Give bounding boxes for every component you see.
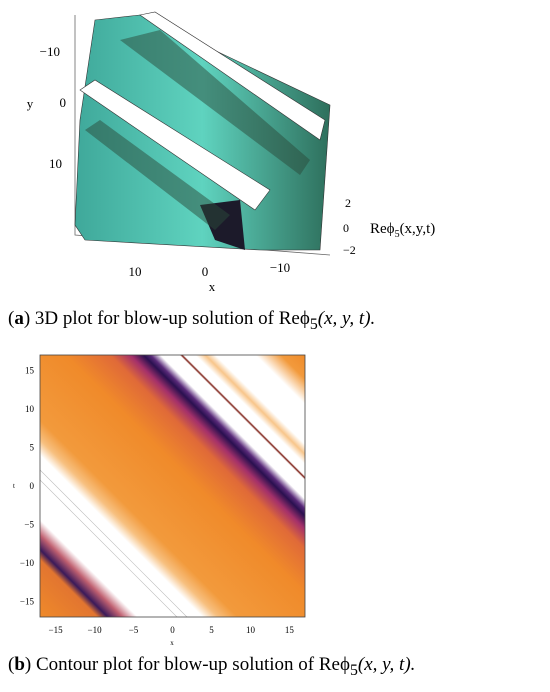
x-tick-label: −10	[270, 260, 290, 275]
x-tick-label: 10	[246, 625, 256, 635]
z-tick-label: 2	[345, 196, 351, 210]
y-tick-label: −5	[24, 520, 34, 530]
x-tick-label: 5	[209, 625, 214, 635]
x-tick-label: 10	[129, 264, 142, 279]
x-axis-label: x	[209, 279, 216, 294]
x-tick-label: 0	[202, 264, 209, 279]
x-tick-label: 15	[285, 625, 295, 635]
x-tick-label: −10	[88, 625, 103, 635]
x-tick-label: −15	[49, 625, 64, 635]
x-tick-label: 0	[170, 625, 175, 635]
x-tick-label: −5	[129, 625, 139, 635]
y-tick-label: −15	[20, 597, 35, 607]
z-tick-label: −2	[343, 243, 356, 257]
x-axis-label: x	[170, 639, 174, 647]
y-axis-label: y	[27, 96, 34, 111]
y-tick-label: 0	[30, 481, 35, 491]
surface-plot	[74, 11, 331, 256]
z-tick-label: 0	[343, 221, 349, 235]
y-axis-label: t	[13, 482, 15, 490]
y-tick-label: −10	[40, 44, 60, 59]
y-tick-label: 5	[30, 442, 35, 452]
caption-b: (b) Contour plot for blow-up solution of…	[8, 654, 416, 679]
z-label: Reϕ5(x,y,t)	[370, 221, 435, 240]
y-tick-label: 15	[25, 365, 35, 375]
y-tick-label: 0	[60, 95, 67, 110]
y-tick-label: 10	[25, 404, 35, 414]
caption-a: (a) 3D plot for blow-up solution of Reϕ5…	[8, 308, 376, 333]
contour-plot	[39, 354, 306, 618]
y-tick-label: −10	[20, 558, 35, 568]
y-tick-label: 10	[49, 156, 62, 171]
